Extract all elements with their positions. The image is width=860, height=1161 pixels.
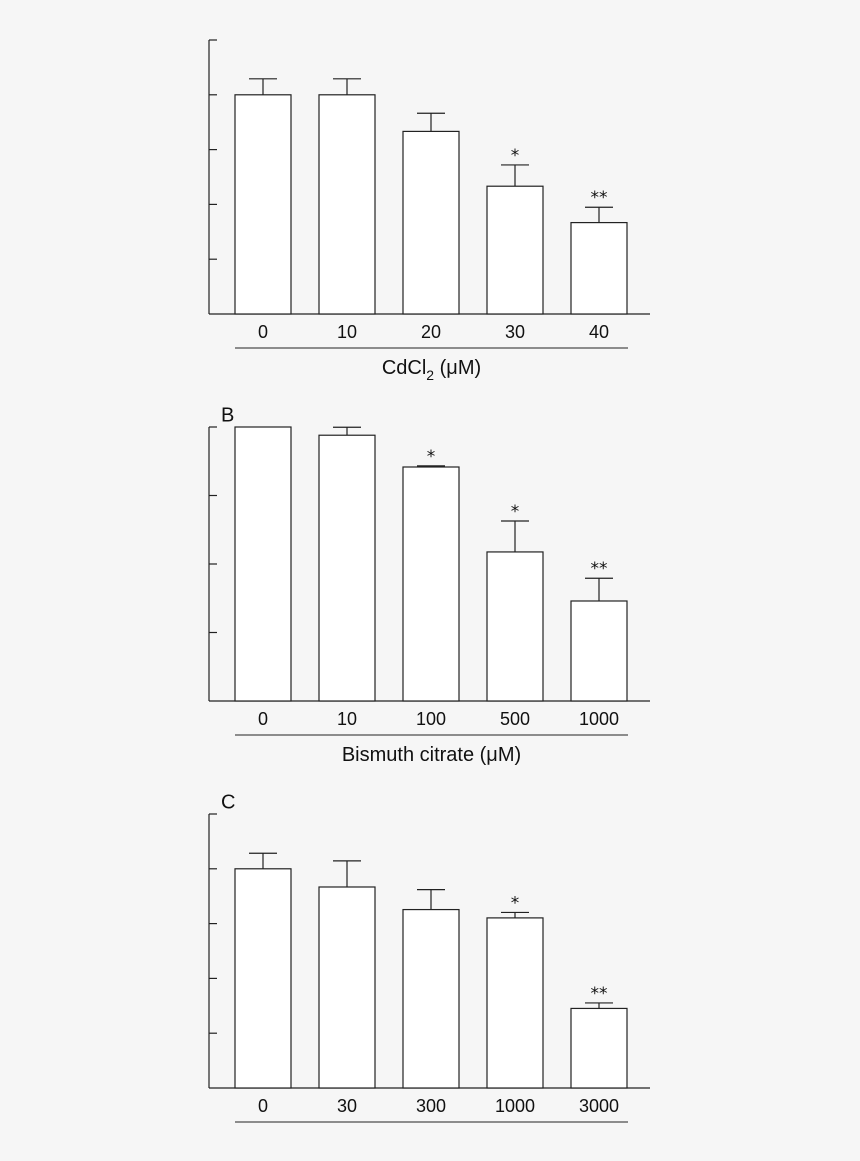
panel-1: 0 10 20 * 30 ** 40 CdCl2 (μM) bbox=[208, 39, 650, 383]
x-tick-label: 40 bbox=[589, 322, 609, 342]
significance-mark: * bbox=[427, 447, 436, 467]
x-axis-title-subscript: 2 bbox=[426, 367, 434, 383]
panel-label: C bbox=[221, 791, 235, 813]
bar bbox=[570, 221, 628, 315]
bar bbox=[570, 1007, 628, 1089]
bar bbox=[402, 908, 460, 1089]
x-tick-label: 1000 bbox=[579, 709, 619, 729]
bar bbox=[234, 94, 292, 315]
panel-2: B 0 10 * 100 * 500 ** 1000 Bismuth citrate (μM) bbox=[208, 404, 650, 766]
x-tick-label: 30 bbox=[337, 1096, 357, 1116]
significance-mark: ** bbox=[591, 188, 608, 208]
bar bbox=[318, 886, 376, 1089]
bar bbox=[318, 434, 376, 702]
x-axis-title-main: CdCl bbox=[382, 357, 426, 379]
bar bbox=[402, 466, 460, 702]
x-axis-title: CdCl2 (μM) bbox=[382, 357, 481, 383]
bar bbox=[318, 94, 376, 315]
significance-mark: * bbox=[511, 502, 520, 522]
significance-mark: ** bbox=[591, 559, 608, 579]
bar bbox=[234, 868, 292, 1089]
bar bbox=[570, 600, 628, 702]
x-tick-label: 100 bbox=[416, 709, 446, 729]
x-axis-title-main: Bismuth citrate bbox=[342, 744, 474, 766]
x-tick-label: 10 bbox=[337, 709, 357, 729]
significance-mark: ** bbox=[591, 984, 608, 1004]
x-axis-title-unit: (μM) bbox=[474, 744, 521, 766]
x-tick-label: 300 bbox=[416, 1096, 446, 1116]
significance-mark: * bbox=[511, 893, 520, 913]
x-tick-label: 0 bbox=[258, 1096, 268, 1116]
panel-3: C 0 30 300 * 1000 ** 3000 bbox=[208, 791, 650, 1123]
x-tick-label: 0 bbox=[258, 322, 268, 342]
bar bbox=[486, 185, 544, 315]
panel-label: B bbox=[221, 404, 234, 426]
bar bbox=[234, 426, 292, 702]
x-tick-label: 20 bbox=[421, 322, 441, 342]
x-tick-label: 3000 bbox=[579, 1096, 619, 1116]
x-tick-label: 0 bbox=[258, 709, 268, 729]
x-tick-label: 500 bbox=[500, 709, 530, 729]
bar bbox=[486, 551, 544, 702]
x-axis-title: Bismuth citrate (μM) bbox=[342, 744, 521, 766]
x-axis-title-unit: (μM) bbox=[434, 357, 481, 379]
x-tick-label: 10 bbox=[337, 322, 357, 342]
bar bbox=[402, 130, 460, 315]
bar bbox=[486, 917, 544, 1089]
significance-mark: * bbox=[511, 146, 520, 166]
x-tick-label: 30 bbox=[505, 322, 525, 342]
x-tick-label: 1000 bbox=[495, 1096, 535, 1116]
